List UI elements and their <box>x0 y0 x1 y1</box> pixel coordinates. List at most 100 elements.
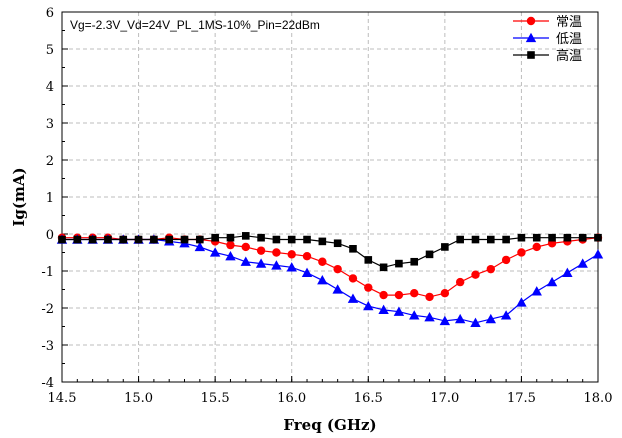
data-point <box>225 251 236 261</box>
data-point <box>378 304 389 315</box>
data-point <box>409 310 420 320</box>
data-point <box>395 259 403 268</box>
x-tick-label: 17.5 <box>507 391 536 406</box>
data-point <box>211 233 219 242</box>
y-tick-label: 1 <box>46 191 54 206</box>
legend-label: 常温 <box>556 15 582 30</box>
x-tick-label: 15.0 <box>124 391 153 406</box>
data-point <box>517 233 526 242</box>
data-point <box>425 250 434 259</box>
grid <box>62 12 598 382</box>
data-point <box>394 290 404 300</box>
x-tick-label: 14.5 <box>48 391 77 406</box>
data-point <box>379 263 388 272</box>
data-point <box>272 248 281 257</box>
data-point <box>104 235 112 244</box>
data-point <box>439 315 451 326</box>
legend-item: 高温 <box>513 48 582 64</box>
data-point <box>241 232 250 240</box>
data-point <box>532 233 541 242</box>
y-tick-label: 5 <box>46 43 54 58</box>
data-point <box>333 264 342 274</box>
data-point <box>165 235 173 244</box>
data-point <box>546 276 558 287</box>
data-point <box>471 270 480 279</box>
data-point <box>517 248 526 257</box>
data-point <box>318 237 327 246</box>
x-tick-label: 15.5 <box>201 391 230 406</box>
data-point <box>410 257 419 266</box>
data-point <box>364 283 373 292</box>
data-point <box>516 297 527 307</box>
data-point <box>440 289 450 298</box>
y-tick-label: 0 <box>46 228 54 243</box>
data-point <box>134 235 143 244</box>
legend-item: 常温 <box>513 15 582 30</box>
data-point <box>272 235 281 244</box>
data-point <box>363 300 374 311</box>
y-tick-label: -1 <box>41 265 54 280</box>
data-point <box>594 233 602 242</box>
data-point <box>194 241 206 252</box>
data-point <box>287 250 296 259</box>
y-tick-label: -2 <box>41 302 54 317</box>
data-point <box>487 235 495 244</box>
data-point <box>88 235 97 244</box>
y-tick-label: 4 <box>46 80 54 95</box>
data-point <box>592 249 604 259</box>
data-point <box>180 235 189 244</box>
data-point <box>471 235 480 244</box>
data-point <box>287 235 296 244</box>
data-point <box>302 252 312 261</box>
data-point <box>349 245 357 253</box>
data-point <box>333 239 342 248</box>
x-tick-label: 18.0 <box>584 391 613 406</box>
y-axis-label: Ig(mA) <box>10 167 28 226</box>
axis-ticks: 14.5 15.0 15.5 16.0 16.5 17.0 17.5 18.0 -4 -3 -2 -1… <box>41 6 612 406</box>
legend-label: 高温 <box>556 48 582 64</box>
data-point <box>562 267 573 278</box>
data-point <box>226 233 235 242</box>
data-point <box>256 246 266 255</box>
data-point <box>348 274 358 283</box>
x-tick-label: 16.5 <box>354 391 383 406</box>
data-point <box>318 257 327 266</box>
data-point <box>226 240 235 250</box>
data-point <box>379 290 388 300</box>
data-point <box>410 289 419 298</box>
data-point <box>332 284 343 294</box>
x-tick-label: 16.0 <box>277 391 306 406</box>
y-tick-label: -4 <box>41 376 54 391</box>
data-point <box>301 267 313 278</box>
data-point <box>455 277 465 287</box>
data-point <box>532 242 541 252</box>
data-point <box>240 256 251 266</box>
data-point <box>150 235 158 244</box>
data-point <box>501 255 511 265</box>
y-tick-label: 3 <box>46 117 54 132</box>
y-tick-label: -3 <box>41 339 54 354</box>
legend-item: 低温 <box>513 32 582 47</box>
series-square <box>58 232 602 272</box>
data-point <box>425 292 434 302</box>
data-point <box>548 233 556 242</box>
data-point <box>58 235 66 244</box>
data-point <box>563 233 572 242</box>
y-tick-label: 6 <box>46 6 54 21</box>
data-point <box>393 306 405 316</box>
data-point <box>271 260 282 270</box>
data-point <box>470 317 481 327</box>
data-point <box>525 32 537 43</box>
data-point <box>255 258 267 268</box>
data-point <box>531 286 542 296</box>
data-point <box>209 247 221 257</box>
chart-annotation: Vg=-2.3V_Vd=24V_PL_1MS-10%_Pin=22dBm <box>70 18 320 32</box>
data-point <box>577 258 588 268</box>
data-point <box>527 51 535 59</box>
data-point <box>317 275 328 285</box>
data-point <box>441 243 449 251</box>
data-point <box>424 312 435 322</box>
data-point <box>73 235 82 244</box>
